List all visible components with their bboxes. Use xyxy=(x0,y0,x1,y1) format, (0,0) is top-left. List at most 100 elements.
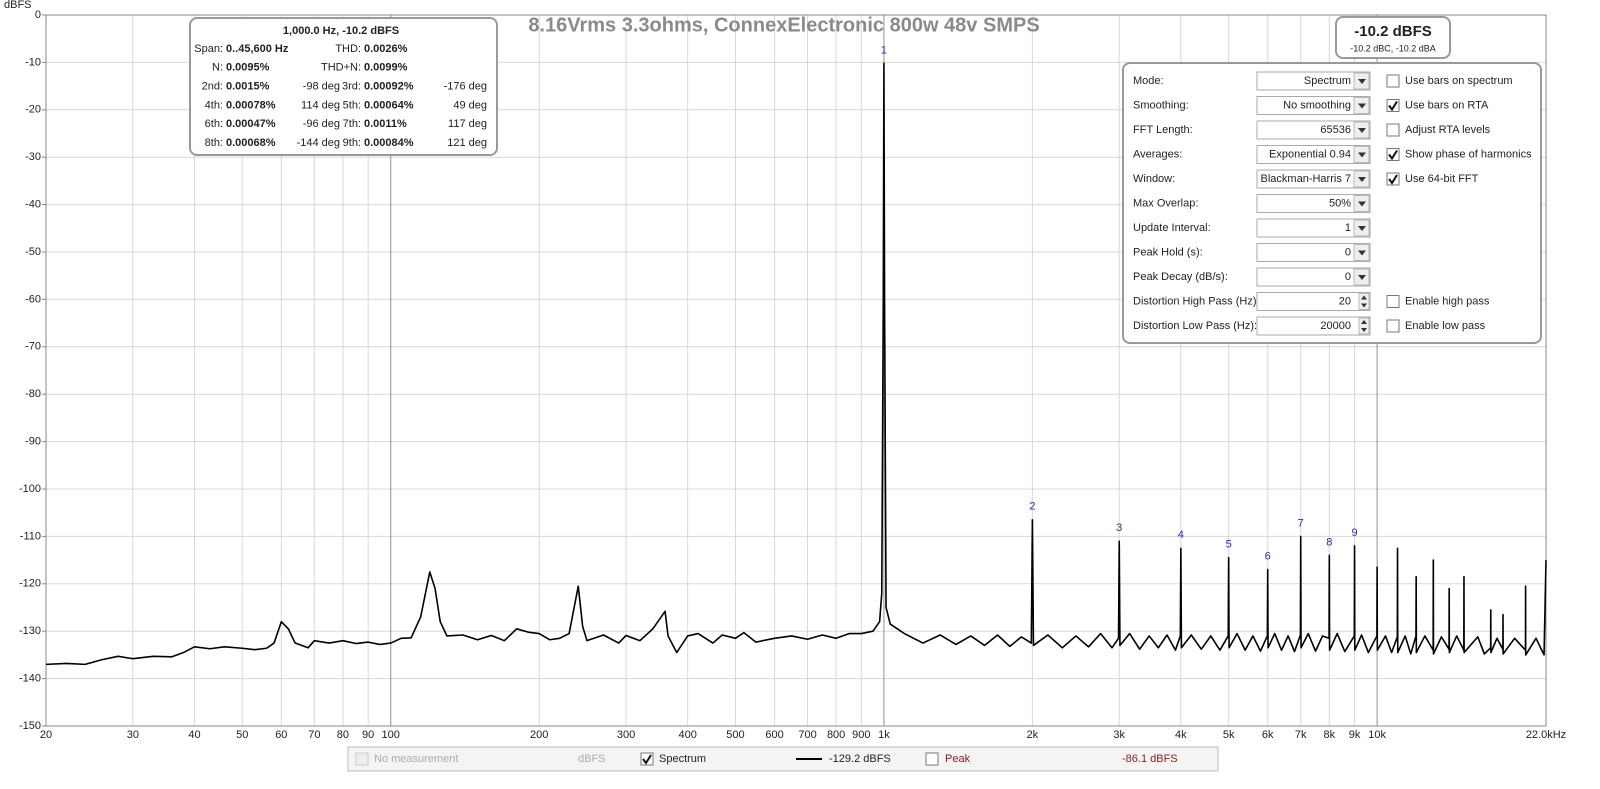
spin-button[interactable] xyxy=(1358,317,1370,335)
y-tick-label: -70 xyxy=(25,341,41,353)
readout-cell: 0.0026% xyxy=(364,43,408,55)
readout-cell: 0..45,600 Hz xyxy=(226,43,289,55)
setting-label: Averages: xyxy=(1133,148,1182,160)
x-tick-label: 4k xyxy=(1175,729,1187,741)
x-tick-label: 9k xyxy=(1349,729,1361,741)
spin-arrows xyxy=(1361,320,1367,332)
level-main: -10.2 dBFS xyxy=(1354,23,1432,40)
spin-button[interactable] xyxy=(1358,293,1370,310)
setting-field[interactable] xyxy=(1256,145,1371,164)
option-label: Use bars on spectrum xyxy=(1405,75,1513,87)
x-tick-label: 20 xyxy=(40,729,52,741)
setting-value: 20000 xyxy=(1320,320,1351,332)
legend-items xyxy=(355,752,939,766)
dropdown-arrow xyxy=(1358,250,1366,256)
y-tick-label: -100 xyxy=(19,483,41,495)
setting-field[interactable] xyxy=(1256,71,1371,91)
y-tick-label: -40 xyxy=(25,199,41,211)
x-tick-label: 3k xyxy=(1113,729,1125,741)
y-tick-label: -140 xyxy=(19,673,41,685)
readout-cell: 0.00092% xyxy=(364,81,414,93)
setting-label: Peak Hold (s): xyxy=(1133,246,1203,258)
y-tick-label: -150 xyxy=(19,720,41,732)
readout-cell: 0.0099% xyxy=(364,62,408,74)
readout-cell: 0.00047% xyxy=(226,118,276,130)
x-tick-label: 7k xyxy=(1295,729,1307,741)
x-tick-label: 800 xyxy=(827,729,845,741)
y-tick-label: -90 xyxy=(25,436,41,448)
readout-cell: 117 deg xyxy=(448,118,487,130)
settings-rows: Mode: Spectrum Use bars on spectrum Smoothi… xyxy=(1133,71,1532,336)
setting-field[interactable] xyxy=(1256,218,1371,238)
setting-label: FFT Length: xyxy=(1133,124,1193,136)
readout-cell: 2nd: xyxy=(202,81,223,93)
setting-field[interactable] xyxy=(1256,292,1371,311)
harmonic-marker: 4 xyxy=(1178,529,1184,541)
legend-checkbox[interactable] xyxy=(925,752,939,766)
setting-field[interactable] xyxy=(1256,267,1371,287)
harmonic-marker: 5 xyxy=(1226,539,1232,551)
readout-cell: N: xyxy=(212,62,223,74)
x-tick-label: 40 xyxy=(188,729,200,741)
readout-cell: -176 deg xyxy=(444,81,487,93)
option-label: Use bars on RTA xyxy=(1405,99,1489,111)
dropdown-arrow xyxy=(1358,103,1366,109)
readout-cell: 0.0011% xyxy=(364,118,407,130)
option-label: Use 64-bit FFT xyxy=(1405,173,1479,185)
spin-arrows xyxy=(1361,295,1367,308)
setting-value: 0 xyxy=(1345,271,1351,283)
legend-spectrum[interactable]: Spectrum xyxy=(659,753,706,765)
legend-peak[interactable]: Peak xyxy=(945,753,971,765)
x-tick-label: 8k xyxy=(1324,729,1336,741)
x-tick-label: 200 xyxy=(530,729,548,741)
readout-cell: 0.00084% xyxy=(364,137,414,149)
setting-label: Peak Decay (dB/s): xyxy=(1133,271,1228,283)
setting-field[interactable] xyxy=(1256,96,1371,115)
legend-bar xyxy=(347,746,1219,772)
setting-value: 65536 xyxy=(1320,124,1351,136)
option-checkbox[interactable] xyxy=(1386,295,1400,308)
readout-cell: 114 deg xyxy=(301,99,340,111)
harmonic-marker: 6 xyxy=(1265,550,1271,562)
setting-value: Exponential 0.94 xyxy=(1269,148,1351,160)
x-tick-label: 90 xyxy=(362,729,374,741)
x-tick-label: 2k xyxy=(1027,729,1039,741)
y-tick-label: -130 xyxy=(19,625,41,637)
option-checkbox[interactable] xyxy=(1386,319,1400,333)
option-label: Adjust RTA levels xyxy=(1405,124,1491,136)
option-label: Enable low pass xyxy=(1405,320,1486,332)
readout-cell: 0.0095% xyxy=(226,62,270,74)
legend-peak-reading: -86.1 dBFS xyxy=(1122,753,1178,765)
readout-rows: Span: 0..45,600 Hz THD: 0.0026% N: 0.0095% THD… xyxy=(194,43,487,149)
legend-spectrum-reading: -129.2 dBFS xyxy=(829,753,891,765)
readout-cell: 7th: xyxy=(343,118,361,130)
readout-cell: 4th: xyxy=(205,99,223,111)
setting-field[interactable] xyxy=(1256,243,1371,262)
readout-cell: 0.00078% xyxy=(226,99,276,111)
harmonic-marker: 2 xyxy=(1029,501,1035,513)
y-tick-label: -20 xyxy=(25,104,41,116)
harmonic-marker: 7 xyxy=(1298,517,1304,529)
y-tick-label: -10 xyxy=(25,56,41,68)
x-tick-label: 400 xyxy=(678,729,696,741)
option-checkbox-check xyxy=(1388,100,1398,112)
readout-cell: 0.00064% xyxy=(364,99,414,111)
harmonic-marker: 9 xyxy=(1351,527,1357,539)
y-tick-label: -30 xyxy=(25,151,41,163)
option-checkbox[interactable] xyxy=(1386,123,1400,137)
x-tick-label: 6k xyxy=(1262,729,1274,741)
legend-checkbox-check xyxy=(642,754,652,765)
option-checkbox-check xyxy=(1388,149,1398,161)
setting-field[interactable] xyxy=(1256,120,1371,140)
plot-frame xyxy=(45,14,1547,727)
x-tick-label: 22.0kHz xyxy=(1526,729,1566,741)
setting-value: 50% xyxy=(1329,197,1351,209)
y-tick-label: -120 xyxy=(19,578,41,590)
setting-field[interactable] xyxy=(1256,316,1371,336)
readout-cell: 121 deg xyxy=(447,137,487,149)
setting-field[interactable] xyxy=(1256,194,1371,213)
legend-no-measurement: No measurement xyxy=(374,753,458,765)
option-checkbox[interactable] xyxy=(1386,74,1400,88)
setting-field[interactable] xyxy=(1256,169,1371,189)
x-tick-label: 10k xyxy=(1368,729,1386,741)
